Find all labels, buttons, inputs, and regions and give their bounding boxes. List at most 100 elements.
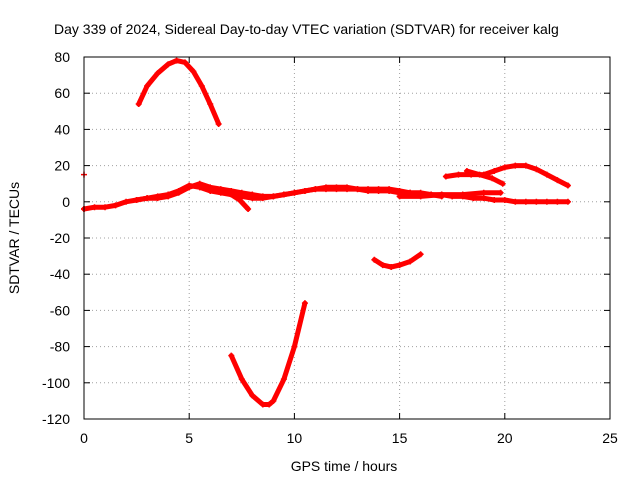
data-point	[91, 204, 98, 211]
series-trace	[218, 188, 251, 212]
data-point	[375, 186, 382, 193]
data-point	[249, 191, 256, 198]
data-point	[207, 101, 214, 108]
data-point	[497, 189, 504, 196]
data-point	[207, 184, 214, 191]
series-trace	[228, 300, 308, 407]
data-point	[379, 262, 386, 269]
data-point	[312, 186, 319, 193]
data-point	[480, 195, 487, 202]
data-point	[354, 186, 361, 193]
data-point	[407, 258, 414, 265]
data-point	[102, 204, 109, 211]
x-axis-label: GPS time / hours	[291, 458, 398, 474]
data-point	[499, 180, 506, 187]
data-point	[280, 191, 287, 198]
x-tick-label: 10	[287, 430, 303, 446]
y-tick-label: -80	[50, 339, 70, 355]
data-point	[217, 187, 224, 194]
data-point	[491, 168, 498, 175]
tick-label-layer: 0 5 10 15 20 25 -120 -100 -80 -60 -40 -20 0 20 40 60 80	[42, 49, 618, 446]
data-point	[144, 82, 151, 89]
data-point	[266, 401, 273, 408]
data-point	[396, 187, 403, 194]
x-tick-label: 0	[80, 430, 88, 446]
series-pass-8	[463, 168, 506, 187]
data-point	[186, 184, 193, 191]
data-point	[144, 195, 151, 202]
y-tick-label: -20	[50, 230, 70, 246]
data-point	[386, 186, 393, 193]
data-point	[480, 189, 487, 196]
data-point	[564, 182, 571, 189]
data-point	[417, 251, 424, 258]
data-point	[455, 171, 462, 178]
data-point	[438, 191, 445, 198]
data-point	[344, 184, 350, 191]
data-point	[522, 198, 529, 205]
series-trace	[136, 58, 222, 127]
y-tick-label: -120	[42, 411, 70, 427]
data-point	[476, 171, 483, 178]
data-point	[190, 68, 197, 75]
data-point	[301, 300, 308, 307]
data-point	[543, 171, 550, 178]
data-point	[259, 193, 266, 200]
data-point	[501, 196, 508, 203]
data-point	[198, 82, 205, 89]
data-point	[533, 166, 540, 173]
data-point	[554, 198, 561, 205]
data-point	[112, 202, 119, 209]
data-point	[333, 184, 340, 191]
y-tick-label: 80	[54, 49, 70, 65]
data-point	[501, 164, 508, 171]
data-point	[133, 196, 140, 203]
data-point	[564, 198, 571, 205]
data-point	[165, 193, 172, 200]
data-point	[270, 397, 277, 404]
data-point	[123, 198, 130, 205]
data-point	[291, 343, 298, 350]
data-point	[301, 187, 308, 194]
y-axis-label: SDTVAR / TECUs	[6, 182, 22, 294]
data-point	[154, 195, 161, 202]
data-point	[554, 177, 561, 184]
data-point	[489, 175, 496, 182]
data-point	[236, 196, 243, 203]
y-tick-label: -60	[50, 302, 70, 318]
data-point	[417, 193, 424, 200]
data-point	[442, 173, 449, 180]
data-point	[181, 59, 188, 66]
data-point	[245, 206, 252, 213]
series-trace	[371, 251, 424, 270]
data-point	[388, 263, 395, 270]
y-tick-label: -40	[50, 266, 70, 282]
tick-layer	[83, 56, 611, 420]
series-pass-9	[217, 187, 252, 213]
data-point	[135, 101, 142, 108]
data-point	[270, 193, 277, 200]
data-point	[280, 376, 287, 383]
data-point	[522, 162, 529, 169]
data-point	[371, 256, 378, 263]
data-point	[196, 180, 203, 187]
data-point	[238, 189, 245, 196]
series-pass-3	[396, 189, 504, 200]
series-pass-7	[442, 162, 571, 189]
plot-frame	[83, 56, 611, 420]
y-tick-label: 0	[62, 194, 70, 210]
chart-title: Day 339 of 2024, Sidereal Day-to-day VTE…	[54, 21, 559, 37]
data-point	[165, 61, 172, 68]
series-layer	[81, 57, 571, 408]
data-point	[491, 196, 498, 203]
data-point	[228, 191, 235, 198]
data-point	[228, 352, 235, 359]
y-tick-label: 60	[54, 85, 70, 101]
series-trace	[443, 163, 571, 188]
data-point	[365, 186, 372, 193]
data-point	[173, 57, 180, 64]
series-trace	[464, 168, 506, 187]
x-tick-label: 20	[497, 430, 513, 446]
series-pass-4	[135, 57, 222, 127]
